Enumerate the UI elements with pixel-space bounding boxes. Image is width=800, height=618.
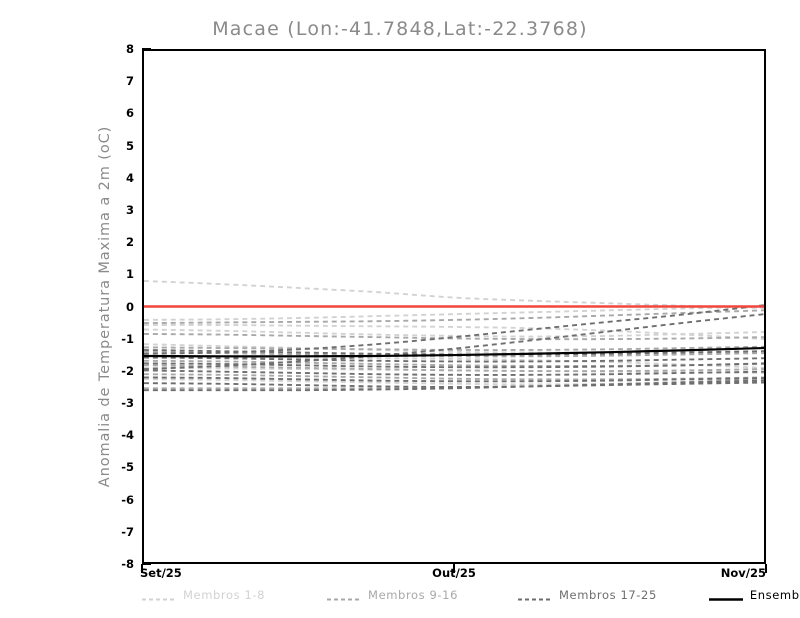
legend-item[interactable]: Ensemble Mean	[708, 588, 800, 602]
legend-label: Ensemble Mean	[749, 588, 800, 602]
y-tick-label: 1	[125, 267, 134, 282]
member-line	[144, 366, 764, 374]
y-tick-label: -2	[121, 363, 134, 378]
member-line	[144, 362, 764, 369]
member-line	[144, 364, 764, 373]
member-line	[144, 376, 764, 383]
legend-label: Membros 9-16	[368, 588, 459, 602]
y-tick-label: -4	[121, 428, 134, 443]
y-tick-label: 8	[125, 42, 134, 56]
legend-label: Membros 17-25	[559, 588, 657, 602]
y-tick-label: -5	[121, 460, 134, 475]
x-tick-mark	[453, 564, 455, 573]
y-tick-label: 5	[125, 138, 134, 153]
y-tick-mark	[142, 563, 151, 565]
x-tick-mark	[765, 564, 767, 573]
plot-area	[142, 49, 766, 564]
member-line	[144, 350, 764, 358]
legend-swatch-icon	[708, 597, 743, 601]
legend-line-swatch	[142, 590, 176, 601]
legend-swatch-icon	[142, 598, 176, 600]
member-line	[144, 381, 764, 388]
y-tick-label: -8	[121, 557, 134, 571]
x-tick-label: Out/25	[432, 566, 476, 580]
member-line	[144, 305, 764, 321]
legend-item[interactable]: Membros 1-8	[142, 588, 265, 602]
legend-line-swatch	[708, 590, 743, 601]
y-tick-label: -6	[121, 492, 134, 507]
member-line	[144, 369, 764, 376]
page-title: Macae (Lon:-41.7848,Lat:-22.3768)	[212, 18, 588, 40]
y-tick-label: -1	[121, 331, 134, 346]
member-line	[144, 324, 764, 341]
legend-swatch-icon	[327, 598, 362, 600]
member-line	[144, 356, 764, 363]
x-tick-mark	[141, 564, 143, 573]
member-line	[144, 348, 764, 356]
x-tick-label: Set/25	[140, 566, 182, 580]
ensemble-mean-line	[144, 346, 764, 358]
legend-item[interactable]: Membros 17-25	[518, 588, 657, 602]
member-line	[144, 280, 764, 310]
legend-line-swatch	[518, 590, 553, 601]
y-tick-label: 7	[125, 74, 134, 89]
legend-line-swatch	[327, 590, 362, 601]
y-tick-label: 4	[125, 170, 134, 185]
legend-item[interactable]: Membros 9-16	[327, 588, 458, 602]
y-tick-label: 3	[125, 202, 134, 217]
y-tick-label: -7	[121, 524, 134, 539]
member-line	[144, 345, 764, 351]
y-tick-label: 2	[125, 235, 134, 250]
member-line	[144, 333, 764, 341]
legend-label: Membros 1-8	[183, 588, 266, 602]
member-line	[144, 309, 764, 325]
x-tick-label: Nov/25	[720, 566, 766, 580]
member-line	[144, 328, 764, 338]
chart-lines-canvas	[144, 280, 764, 392]
y-tick-label: 6	[125, 106, 134, 121]
member-line	[144, 379, 764, 392]
y-tick-label: 0	[125, 299, 134, 314]
y-tick-label: -3	[121, 396, 134, 411]
chart-legend: Membros 1-8 Membros 9-16 Membros 17-25 Ense…	[142, 586, 800, 604]
legend-swatch-icon	[518, 598, 553, 600]
